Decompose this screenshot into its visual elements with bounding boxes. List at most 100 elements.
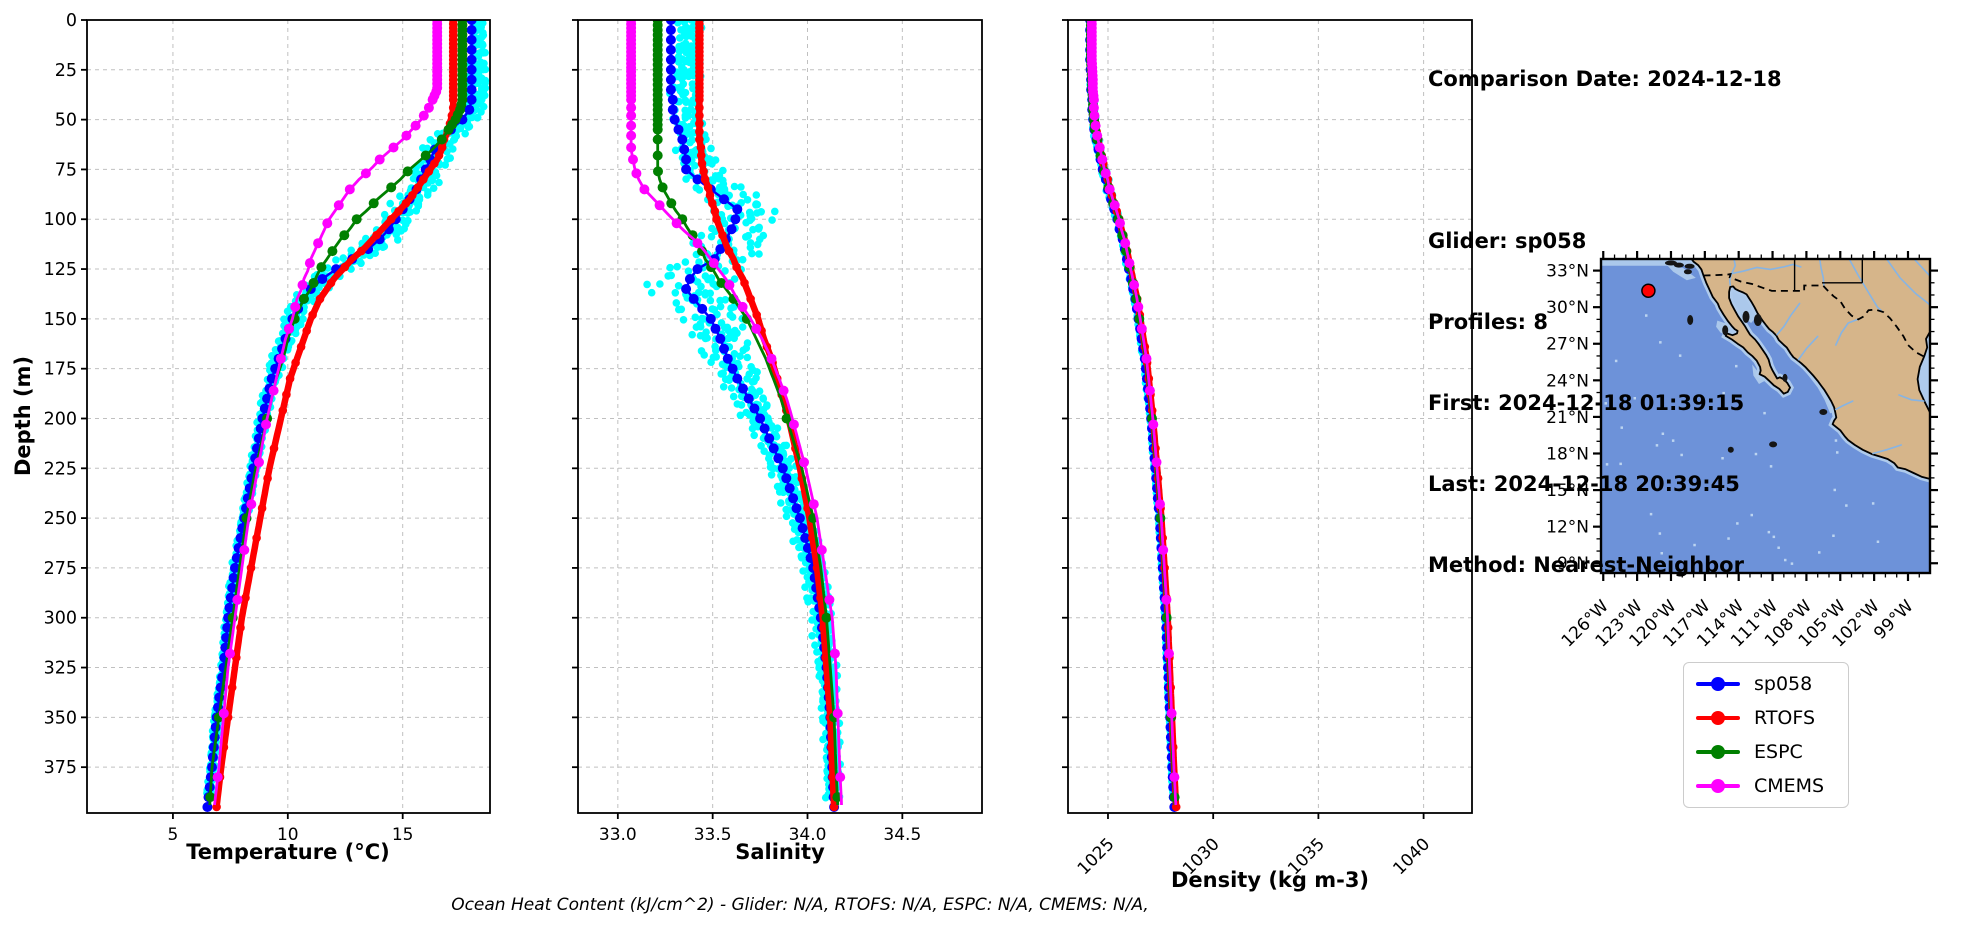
svg-text:175: 175 xyxy=(44,360,77,380)
svg-text:34.0: 34.0 xyxy=(789,825,827,845)
svg-text:24°N: 24°N xyxy=(1546,371,1589,391)
legend-label: RTOFS xyxy=(1754,707,1816,729)
svg-text:150: 150 xyxy=(44,310,77,330)
rtofs-profile-markers xyxy=(212,20,458,812)
svg-text:200: 200 xyxy=(44,409,77,429)
density-plot: 1025 1030 1035 1040 xyxy=(1062,19,1473,879)
legend-label: sp058 xyxy=(1754,673,1813,695)
svg-text:225: 225 xyxy=(44,459,77,479)
cmems-profile-line xyxy=(213,20,439,806)
legend-line-swatch xyxy=(1696,779,1740,793)
svg-text:27°N: 27°N xyxy=(1546,335,1589,355)
cmems-profile-markers xyxy=(626,20,846,783)
legend-label: ESPC xyxy=(1754,741,1803,763)
comparison-date-text: Comparison Date: 2024-12-18 xyxy=(1428,67,1782,91)
depth-axis-label: Depth (m) xyxy=(11,355,35,477)
axis-ticks xyxy=(81,19,404,819)
plot-frame xyxy=(1067,19,1473,814)
espc-profile-markers xyxy=(205,20,468,803)
glider-location-marker xyxy=(1641,283,1656,298)
temperature-plot: 5 10 1502550751001251501752002252502753003… xyxy=(44,11,491,845)
cmems-profile-line xyxy=(1090,20,1178,806)
plot-frame xyxy=(577,19,983,814)
depth-tick-labels: 0 25 50 75 100 125 150 175 200 225 250 275 300 325 350… xyxy=(44,11,77,778)
cmems-profile-markers xyxy=(1086,20,1180,783)
profiles-count-text: Profiles: 8 xyxy=(1428,310,1549,334)
legend-item-cmems: CMEMS xyxy=(1696,770,1848,802)
svg-text:18°N: 18°N xyxy=(1546,444,1589,464)
glider-raw-scatter xyxy=(643,20,845,802)
svg-text:12°N: 12°N xyxy=(1546,518,1589,538)
svg-text:50: 50 xyxy=(55,111,77,131)
svg-text:21°N: 21°N xyxy=(1546,408,1589,428)
legend-line-swatch xyxy=(1696,711,1740,725)
svg-text:33.0: 33.0 xyxy=(599,825,637,845)
legend-dot-swatch xyxy=(1711,711,1725,725)
shelf-patch xyxy=(1728,284,1757,323)
legend-line-swatch xyxy=(1696,745,1740,759)
rtofs-profile-line xyxy=(1088,20,1180,806)
svg-text:30°N: 30°N xyxy=(1546,298,1589,318)
espc-profile-line xyxy=(208,20,464,806)
last-profile-time-text: Last: 2024-12-18 20:39:45 xyxy=(1428,472,1740,496)
gridlines xyxy=(1068,20,1472,813)
legend-item-rtofs: RTOFS xyxy=(1696,702,1848,734)
legend-dot-swatch xyxy=(1711,677,1725,691)
sp058-profile-line xyxy=(1088,20,1176,806)
axis-ticks xyxy=(572,19,904,819)
rtofs-profile-line xyxy=(213,20,457,806)
espc-profile-line xyxy=(1089,20,1177,806)
us-mexico-border xyxy=(1703,272,1929,359)
svg-text:1025: 1025 xyxy=(1074,834,1119,879)
svg-text:9°N: 9°N xyxy=(1557,554,1589,574)
x-tick-labels: 33.0 33.5 34.0 34.5 xyxy=(599,825,921,845)
svg-text:10: 10 xyxy=(277,825,299,845)
gridlines xyxy=(578,20,982,813)
salinity-plot: 33.0 33.5 34.0 34.5 xyxy=(572,19,983,845)
cmems-profile-markers xyxy=(212,20,443,783)
svg-text:325: 325 xyxy=(44,659,77,679)
svg-text:125: 125 xyxy=(44,260,77,280)
legend-dot-swatch xyxy=(1711,779,1725,793)
svg-text:99°W: 99°W xyxy=(1870,596,1917,643)
svg-text:250: 250 xyxy=(44,509,77,529)
svg-text:15°N: 15°N xyxy=(1546,481,1589,501)
legend-item-espc: ESPC xyxy=(1696,736,1848,768)
comparison-info-panel: Comparison Date: 2024-12-18 Glider: sp05… xyxy=(1428,12,1782,633)
cmems-profile-line xyxy=(629,20,843,806)
legend-label: CMEMS xyxy=(1754,775,1825,797)
svg-text:100: 100 xyxy=(44,210,77,230)
svg-text:375: 375 xyxy=(44,758,77,778)
density-axis-label: Density (kg m-3) xyxy=(1170,868,1370,892)
x-tick-labels: 5 10 15 xyxy=(168,825,414,845)
legend-dot-swatch xyxy=(1711,745,1725,759)
info-gap xyxy=(1428,147,1782,174)
axis-ticks xyxy=(1062,19,1425,819)
legend: sp058 RTOFS ESPC CMEMS xyxy=(1683,662,1849,808)
espc-profile-markers xyxy=(652,20,843,803)
legend-line-swatch xyxy=(1696,677,1740,691)
gridlines xyxy=(87,20,490,813)
bathymetry-speckles xyxy=(1604,314,1880,565)
svg-text:275: 275 xyxy=(44,559,77,579)
svg-text:33.5: 33.5 xyxy=(694,825,732,845)
svg-text:25: 25 xyxy=(55,61,77,81)
method-text: Method: Nearest-Neighbor xyxy=(1428,553,1744,577)
svg-text:350: 350 xyxy=(44,708,77,728)
temperature-axis-label: Temperature (°C) xyxy=(186,840,390,864)
svg-text:75: 75 xyxy=(55,160,77,180)
svg-text:0: 0 xyxy=(66,11,77,31)
legend-item-sp058: sp058 xyxy=(1696,668,1848,700)
glider-id-text: Glider: sp058 xyxy=(1428,229,1587,253)
ocean-heat-content-note: Ocean Heat Content (kJ/cm^2) - Glider: N… xyxy=(451,895,1149,915)
svg-text:15: 15 xyxy=(392,825,414,845)
salinity-axis-label: Salinity xyxy=(735,840,825,864)
svg-text:34.5: 34.5 xyxy=(883,825,921,845)
shelf-patch xyxy=(1785,351,1835,414)
shelf-patch xyxy=(1665,263,1696,281)
svg-text:5: 5 xyxy=(168,825,179,845)
svg-text:300: 300 xyxy=(44,609,77,629)
islands xyxy=(1665,260,1828,453)
land xyxy=(1690,259,1930,480)
